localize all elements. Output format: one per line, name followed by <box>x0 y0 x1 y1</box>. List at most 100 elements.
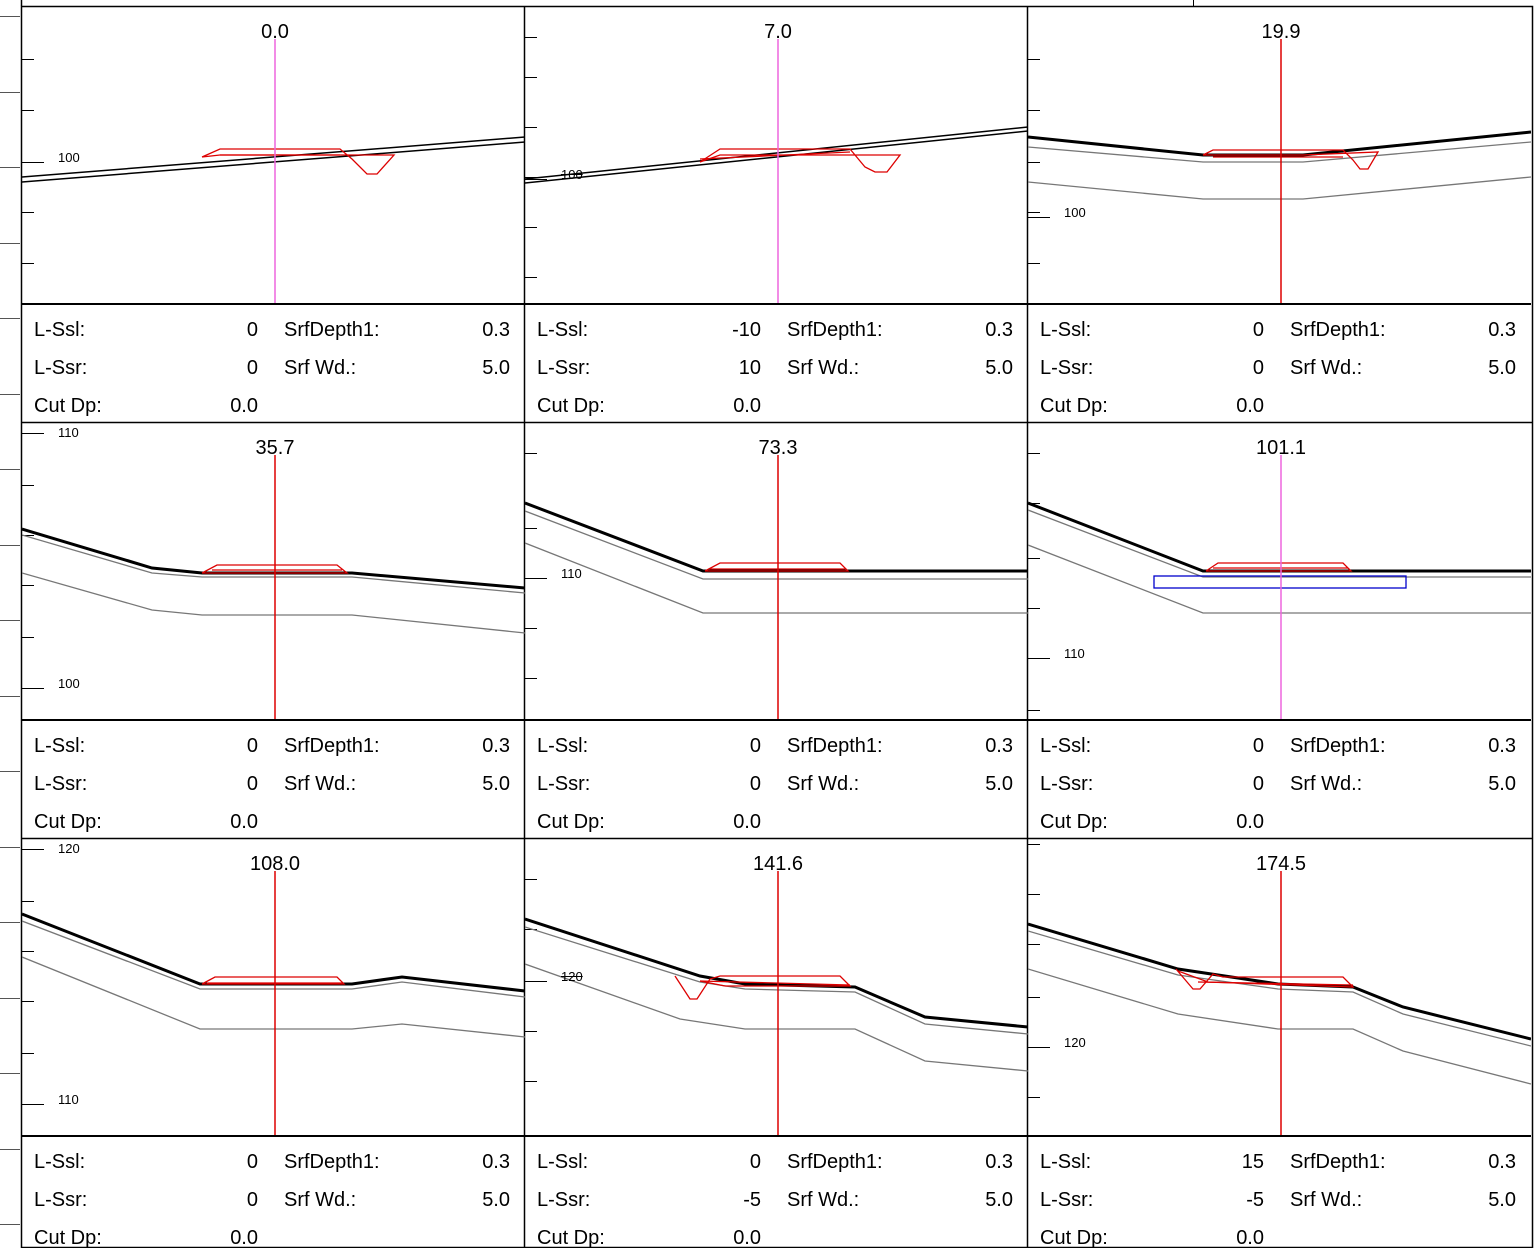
cross-section-plot[interactable] <box>22 423 525 720</box>
srfwd-label: Srf Wd.: <box>284 357 357 379</box>
lssr-value[interactable]: 0 <box>749 773 761 795</box>
srfwd-value[interactable]: 5.0 <box>482 357 510 379</box>
lssl-label: L-Ssl: <box>537 1151 589 1173</box>
cutdp-value[interactable]: 0.0 <box>230 811 258 833</box>
lssr-value[interactable]: -5 <box>1246 1189 1264 1211</box>
elevation-label-top: 110 <box>58 425 79 440</box>
cutdp-label: Cut Dp: <box>34 811 102 833</box>
cutdp-value[interactable]: 0.0 <box>733 1227 761 1249</box>
terrain-surface <box>1028 501 1531 573</box>
srfdepth-value[interactable]: 0.3 <box>985 735 1013 757</box>
lssr-value[interactable]: 0 <box>1252 357 1264 379</box>
srfwd-value[interactable]: 5.0 <box>482 1189 510 1211</box>
srfdepth-value[interactable]: 0.3 <box>482 1151 510 1173</box>
elevation-label: 110 <box>1064 646 1085 661</box>
cross-section-plot[interactable] <box>22 7 525 304</box>
section-parameters: L-Ssl: 0 SrfDepth1: 0.3 L-Ssr: 0 Srf Wd.: 5.0 Cu… <box>22 720 525 840</box>
subsurface-layer <box>525 963 1028 1072</box>
cross-section-panel[interactable]: 0.0 100 L-Ssl: 0 SrfDepth1: 0.3 L-Ssr: 0 Srf Wd.… <box>22 7 525 424</box>
lssr-label: L-Ssr: <box>34 773 88 795</box>
srfwd-label: Srf Wd.: <box>787 357 860 379</box>
srfdepth-value[interactable]: 0.3 <box>482 319 510 341</box>
cutdp-value[interactable]: 0.0 <box>230 1227 258 1249</box>
lssl-value[interactable]: 0 <box>246 319 258 341</box>
lssl-value[interactable]: 0 <box>1252 319 1264 341</box>
lssr-value[interactable]: 10 <box>738 357 761 379</box>
cutdp-label: Cut Dp: <box>1040 811 1108 833</box>
lssr-value[interactable]: 0 <box>246 773 258 795</box>
srfdepth-value[interactable]: 0.3 <box>985 319 1013 341</box>
srfdepth-value[interactable]: 0.3 <box>1488 319 1516 341</box>
cross-section-panel[interactable]: 141.6 120 L-Ssl: 0 SrfDepth1: 0.3 L-Ssr: -5 Srf … <box>525 839 1028 1256</box>
cutdp-label: Cut Dp: <box>537 1227 605 1249</box>
lssl-value[interactable]: 0 <box>749 1151 761 1173</box>
cross-section-panel[interactable]: 73.3 110 L-Ssl: 0 SrfDepth1: 0.3 L-Ssr: 0 Srf Wd… <box>525 423 1028 840</box>
section-parameters: L-Ssl: 0 SrfDepth1: 0.3 L-Ssr: 0 Srf Wd.: 5.0 Cu… <box>1028 720 1531 840</box>
lssr-value[interactable]: -5 <box>743 1189 761 1211</box>
srfdepth-label: SrfDepth1: <box>284 735 380 757</box>
srfwd-value[interactable]: 5.0 <box>1488 357 1516 379</box>
srfwd-value[interactable]: 5.0 <box>1488 1189 1516 1211</box>
subsurface-layer <box>1028 968 1531 1085</box>
cross-section-panel[interactable]: 35.7 100 110 L-Ssl: 0 SrfDepth1: 0.3 L-Ssr: 0 Srf… <box>22 423 525 840</box>
srfwd-value[interactable]: 5.0 <box>1488 773 1516 795</box>
structure-outline <box>1153 575 1407 589</box>
subsurface-layer <box>22 534 525 594</box>
srfdepth-value[interactable]: 0.3 <box>1488 1151 1516 1173</box>
lssr-value[interactable]: 0 <box>1252 773 1264 795</box>
terrain-surface <box>525 126 1028 180</box>
lssl-value[interactable]: 0 <box>246 735 258 757</box>
cutdp-value[interactable]: 0.0 <box>733 811 761 833</box>
cutdp-value[interactable]: 0.0 <box>230 395 258 417</box>
srfdepth-value[interactable]: 0.3 <box>482 735 510 757</box>
cross-section-panel[interactable]: 108.0 110 120 L-Ssl: 0 SrfDepth1: 0.3 L-Ssr: 0 Sr… <box>22 839 525 1256</box>
srfdepth-value[interactable]: 0.3 <box>985 1151 1013 1173</box>
cross-section-plot[interactable] <box>22 839 525 1136</box>
cross-section-plot[interactable] <box>1028 423 1531 720</box>
lssl-value[interactable]: 0 <box>749 735 761 757</box>
subsurface-layer <box>1028 544 1531 614</box>
lssl-value[interactable]: 0 <box>246 1151 258 1173</box>
cross-section-plot[interactable] <box>1028 839 1531 1136</box>
plot-info-divider <box>22 303 525 305</box>
srfdepth-label: SrfDepth1: <box>1290 1151 1386 1173</box>
srfwd-label: Srf Wd.: <box>284 773 357 795</box>
section-parameters: L-Ssl: 0 SrfDepth1: 0.3 L-Ssr: 0 Srf Wd.: 5.0 Cu… <box>525 720 1028 840</box>
subsurface-layer <box>22 920 525 998</box>
lssr-value[interactable]: 0 <box>246 1189 258 1211</box>
cross-section-plot[interactable] <box>525 423 1028 720</box>
lssr-label: L-Ssr: <box>34 1189 88 1211</box>
road-template <box>201 976 346 985</box>
cross-section-panel[interactable]: 19.9 100 L-Ssl: 0 SrfDepth1: 0.3 L-Ssr: 0 Srf Wd… <box>1028 7 1531 424</box>
plot-info-divider <box>1028 719 1531 721</box>
plot-info-divider <box>22 719 525 721</box>
cutdp-value[interactable]: 0.0 <box>1236 1227 1264 1249</box>
lssl-value[interactable]: -10 <box>732 319 761 341</box>
lssl-label: L-Ssl: <box>1040 319 1092 341</box>
lssl-value[interactable]: 0 <box>1252 735 1264 757</box>
srfdepth-value[interactable]: 0.3 <box>1488 735 1516 757</box>
road-template <box>704 562 850 572</box>
terrain-surface <box>1028 130 1531 157</box>
cutdp-label: Cut Dp: <box>34 1227 102 1249</box>
lssr-label: L-Ssr: <box>537 357 591 379</box>
cross-section-plot[interactable] <box>1028 7 1531 304</box>
cutdp-value[interactable]: 0.0 <box>1236 395 1264 417</box>
subsurface-layer <box>525 926 1028 1035</box>
lssl-value[interactable]: 15 <box>1241 1151 1264 1173</box>
cutdp-value[interactable]: 0.0 <box>1236 811 1264 833</box>
srfwd-value[interactable]: 5.0 <box>985 773 1013 795</box>
srfwd-value[interactable]: 5.0 <box>985 357 1013 379</box>
lssr-value[interactable]: 0 <box>246 357 258 379</box>
srfwd-value[interactable]: 5.0 <box>985 1189 1013 1211</box>
cross-section-panel[interactable]: 174.5 120 L-Ssl: 15 SrfDepth1: 0.3 L-Ssr: -5 Srf… <box>1028 839 1531 1256</box>
terrain-surface <box>1028 922 1531 1041</box>
cross-section-plot[interactable] <box>525 7 1028 304</box>
elevation-label: 110 <box>58 1092 79 1107</box>
srfwd-value[interactable]: 5.0 <box>482 773 510 795</box>
cross-section-panel[interactable]: 7.0 100 L-Ssl: -10 SrfDepth1: 0.3 L-Ssr: 10 Srf … <box>525 7 1028 424</box>
cross-section-panel[interactable]: 101.1 110 L-Ssl: 0 SrfDepth1: 0.3 L-Ssr: 0 Srf W… <box>1028 423 1531 840</box>
cross-section-plot[interactable] <box>525 839 1028 1136</box>
plot-info-divider <box>525 303 1028 305</box>
cutdp-value[interactable]: 0.0 <box>733 395 761 417</box>
